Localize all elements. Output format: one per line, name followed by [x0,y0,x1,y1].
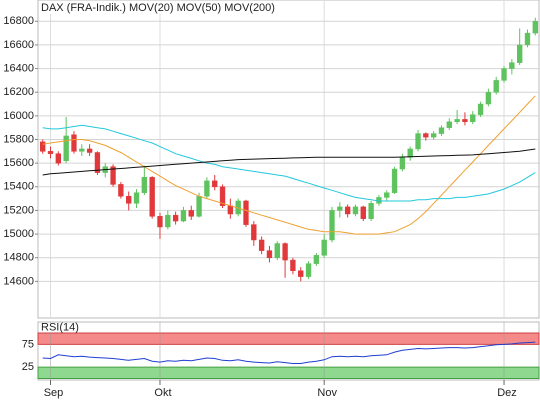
moving-average-line [42,148,536,176]
y-tick-label: 25 [22,361,34,373]
candle-body [141,177,148,193]
x-tick-label: Okt [154,387,171,399]
candle-body [368,203,374,219]
candle-body [509,62,515,69]
candle-body [352,206,359,215]
candle-body [126,195,132,204]
candle-body [133,192,140,204]
candle-body [384,192,390,198]
candle-body [391,168,398,193]
x-tick-label: Dez [497,387,517,399]
candle-body [344,206,351,215]
candle-body [501,68,507,81]
candle-body [40,141,46,152]
y-tick-label: 14800 [3,252,34,264]
moving-average-line [42,124,536,202]
candle-body [86,148,93,153]
candle-body [446,121,452,128]
candle-body [149,177,155,217]
y-tick-label: 16000 [3,110,34,122]
candle-body [415,133,421,150]
candle-body [71,134,77,152]
candle-body [290,259,296,271]
y-tick-label: 16200 [3,86,34,98]
candle-body [438,127,445,134]
candle-body [321,239,327,256]
candle-body [94,152,101,173]
candle-body [477,103,484,115]
y-tick-label: 15000 [3,228,34,240]
legend-entry: MOV(20) [129,2,174,14]
candle-body [470,114,476,123]
moving-average-line [42,95,536,235]
y-tick-label: 15200 [3,204,34,216]
candle-body [118,184,124,197]
legend-entry: RSI(14) [41,321,79,333]
y-tick-label: 15800 [3,133,34,145]
candle-body [337,206,343,211]
candle-body [79,148,85,152]
y-tick-label: 15400 [3,181,34,193]
candle-body [298,270,304,277]
legend-background [39,323,81,332]
candle-body [172,214,179,222]
candle-body [399,156,406,170]
candle-body [55,153,62,164]
candle-body [243,200,249,225]
candle-body [180,210,187,222]
candle-body [157,216,163,228]
candle-body [204,180,210,197]
candle-body [423,133,429,138]
candle-body [430,133,437,138]
legend-background [39,1,279,14]
legend-entry: DAX (FRA-Indik.) [41,2,126,14]
legend-entry: MOV(200) [224,2,275,14]
candle-body [329,210,335,241]
candle-body [266,250,273,258]
x-tick-label: Sep [44,387,64,399]
candle-body [110,166,116,185]
candle-body [258,239,265,251]
candle-body [407,148,413,158]
candle-body [196,195,202,217]
candle-body [485,91,492,105]
candle-body [274,243,280,258]
y-tick-label: 75 [22,338,34,350]
candle-body [219,186,226,206]
candle-body [524,32,531,46]
legend-entry: MOV(50) [177,2,222,14]
overbought-zone [37,332,540,345]
candle-body [227,205,234,215]
candle-body [532,21,538,34]
candle-body [313,255,320,264]
candle-body [360,206,366,219]
candle-body [188,210,194,217]
y-tick-label: 16800 [3,15,34,27]
y-tick-label: 16400 [3,62,34,74]
candle-body [251,224,257,241]
candle-body [212,180,218,188]
candle-body [47,151,54,154]
candle-body [462,119,468,123]
plot-area [37,0,540,319]
rsi-line [42,341,536,364]
candle-body [493,80,499,93]
oversold-zone [37,366,540,379]
candle-body [282,243,288,261]
y-tick-label: 14600 [3,275,34,287]
y-tick-label: 15600 [3,157,34,169]
candle-body [454,119,460,123]
y-tick-label: 16600 [3,39,34,51]
candle-body [63,135,69,162]
candle-body [516,44,523,63]
candle-body [305,263,312,277]
candle-body [165,214,171,228]
x-tick-label: Nov [317,387,337,399]
